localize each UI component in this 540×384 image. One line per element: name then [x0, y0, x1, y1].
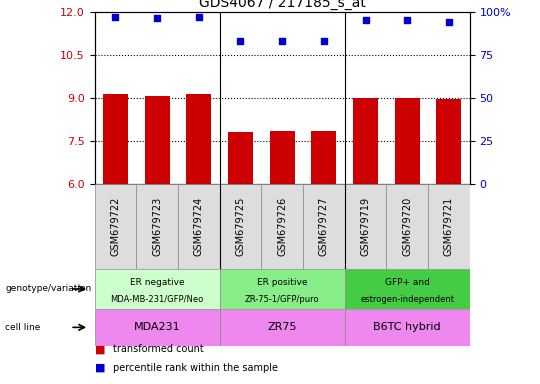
Bar — [428, 184, 470, 269]
Bar — [387, 184, 428, 269]
Bar — [345, 269, 470, 309]
Text: ■: ■ — [94, 344, 105, 354]
Bar — [269, 131, 295, 184]
Bar — [228, 132, 253, 184]
Text: MDA-MB-231/GFP/Neo: MDA-MB-231/GFP/Neo — [110, 295, 204, 303]
Text: percentile rank within the sample: percentile rank within the sample — [113, 363, 279, 373]
Text: GSM679726: GSM679726 — [277, 197, 287, 256]
Text: MDA231: MDA231 — [134, 322, 180, 333]
Text: GFP+ and: GFP+ and — [385, 278, 430, 287]
Text: GSM679719: GSM679719 — [361, 197, 370, 256]
Bar — [353, 98, 378, 184]
Text: GSM679724: GSM679724 — [194, 197, 204, 256]
Bar — [261, 184, 303, 269]
Text: transformed count: transformed count — [113, 344, 204, 354]
Point — [403, 17, 411, 23]
Text: ZR-75-1/GFP/puro: ZR-75-1/GFP/puro — [245, 295, 320, 303]
Bar — [345, 184, 387, 269]
Text: ER negative: ER negative — [130, 278, 184, 287]
Text: GSM679722: GSM679722 — [110, 197, 120, 257]
Text: GSM679727: GSM679727 — [319, 197, 329, 257]
Bar — [186, 94, 211, 184]
Bar — [303, 184, 345, 269]
Bar — [94, 269, 220, 309]
Bar — [395, 98, 420, 184]
Point — [278, 38, 287, 44]
Text: GSM679725: GSM679725 — [235, 197, 246, 257]
Point — [153, 15, 161, 22]
Bar — [136, 184, 178, 269]
Bar — [103, 94, 128, 184]
Text: GSM679723: GSM679723 — [152, 197, 162, 256]
Point — [444, 19, 453, 25]
Bar — [345, 309, 470, 346]
Point — [194, 14, 203, 20]
Text: ■: ■ — [94, 363, 105, 373]
Bar — [220, 309, 345, 346]
Text: B6TC hybrid: B6TC hybrid — [374, 322, 441, 333]
Point — [236, 38, 245, 44]
Text: genotype/variation: genotype/variation — [5, 285, 92, 293]
Text: ZR75: ZR75 — [267, 322, 297, 333]
Bar — [94, 309, 220, 346]
Bar — [436, 99, 462, 184]
Text: ER positive: ER positive — [257, 278, 307, 287]
Point — [111, 14, 120, 20]
Title: GDS4067 / 217185_s_at: GDS4067 / 217185_s_at — [199, 0, 366, 10]
Bar — [94, 184, 136, 269]
Bar — [220, 269, 345, 309]
Text: GSM679720: GSM679720 — [402, 197, 412, 256]
Point — [361, 17, 370, 23]
Bar — [178, 184, 220, 269]
Text: cell line: cell line — [5, 323, 41, 332]
Bar — [220, 184, 261, 269]
Text: estrogen-independent: estrogen-independent — [360, 295, 454, 303]
Bar — [312, 131, 336, 184]
Point — [320, 38, 328, 44]
Bar — [145, 96, 170, 184]
Text: GSM679721: GSM679721 — [444, 197, 454, 256]
